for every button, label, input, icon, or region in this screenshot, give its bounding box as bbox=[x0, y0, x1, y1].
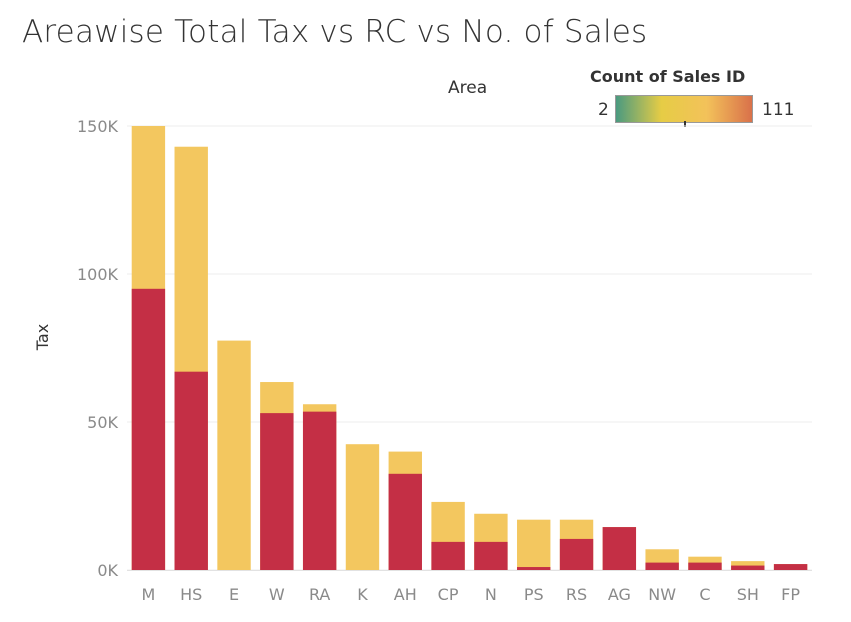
x-tick-label: W bbox=[269, 585, 285, 604]
bar-rc-sh[interactable] bbox=[731, 565, 765, 570]
bar-rc-c[interactable] bbox=[688, 562, 722, 570]
y-tick-label: 0K bbox=[97, 561, 118, 580]
y-tick-label: 150K bbox=[77, 117, 119, 136]
bar-rc-ps[interactable] bbox=[517, 567, 551, 570]
y-tick-label: 100K bbox=[77, 265, 119, 284]
bar-total-ps[interactable] bbox=[517, 519, 551, 570]
bar-rc-w[interactable] bbox=[260, 413, 294, 570]
x-tick-label: AH bbox=[394, 585, 417, 604]
bar-rc-ag[interactable] bbox=[602, 527, 637, 570]
y-axis: 0K 50K 100K 150K bbox=[77, 117, 119, 580]
x-tick-label: RS bbox=[566, 585, 587, 604]
x-tick-label: FP bbox=[781, 585, 800, 604]
legend-title: Count of Sales ID bbox=[590, 67, 746, 86]
bar-rc-rs[interactable] bbox=[559, 538, 594, 570]
bar-rc-ra[interactable] bbox=[302, 411, 337, 570]
bar-rc-fp[interactable] bbox=[773, 564, 808, 570]
x-tick-label: C bbox=[699, 585, 710, 604]
chart-title: Areawise Total Tax vs RC vs No. of Sales bbox=[22, 14, 648, 50]
x-tick-label: AG bbox=[608, 585, 631, 604]
legend-marker bbox=[684, 121, 686, 127]
bars bbox=[131, 126, 808, 570]
bar-rc-ah[interactable] bbox=[388, 473, 422, 570]
y-axis-label: Tax bbox=[33, 324, 52, 351]
area-label: Area bbox=[448, 78, 488, 98]
bar-rc-cp[interactable] bbox=[431, 541, 465, 570]
x-tick-label: PS bbox=[524, 585, 544, 604]
x-tick-label: RA bbox=[309, 585, 330, 604]
x-tick-label: E bbox=[229, 585, 239, 604]
bar-rc-n[interactable] bbox=[474, 541, 508, 570]
x-tick-label: CP bbox=[438, 585, 459, 604]
x-tick-label: HS bbox=[180, 585, 202, 604]
x-tick-label: NW bbox=[648, 585, 676, 604]
x-tick-label: SH bbox=[737, 585, 759, 604]
bar-total-e[interactable] bbox=[217, 340, 251, 570]
bar-rc-m[interactable] bbox=[131, 288, 166, 570]
x-tick-label: K bbox=[357, 585, 368, 604]
x-tick-label: M bbox=[142, 585, 156, 604]
bar-rc-nw[interactable] bbox=[645, 562, 679, 570]
color-legend-gradient[interactable] bbox=[615, 95, 753, 123]
x-axis: M HS E W RA K AH CP N PS RS AG NW C SH FP bbox=[142, 585, 801, 604]
bar-total-k[interactable] bbox=[345, 444, 380, 570]
bar-rc-hs[interactable] bbox=[174, 371, 208, 570]
legend-min-label: 2 bbox=[598, 100, 609, 120]
x-tick-label: N bbox=[485, 585, 497, 604]
legend-max-label: 111 bbox=[762, 100, 795, 120]
y-tick-label: 50K bbox=[87, 413, 118, 432]
